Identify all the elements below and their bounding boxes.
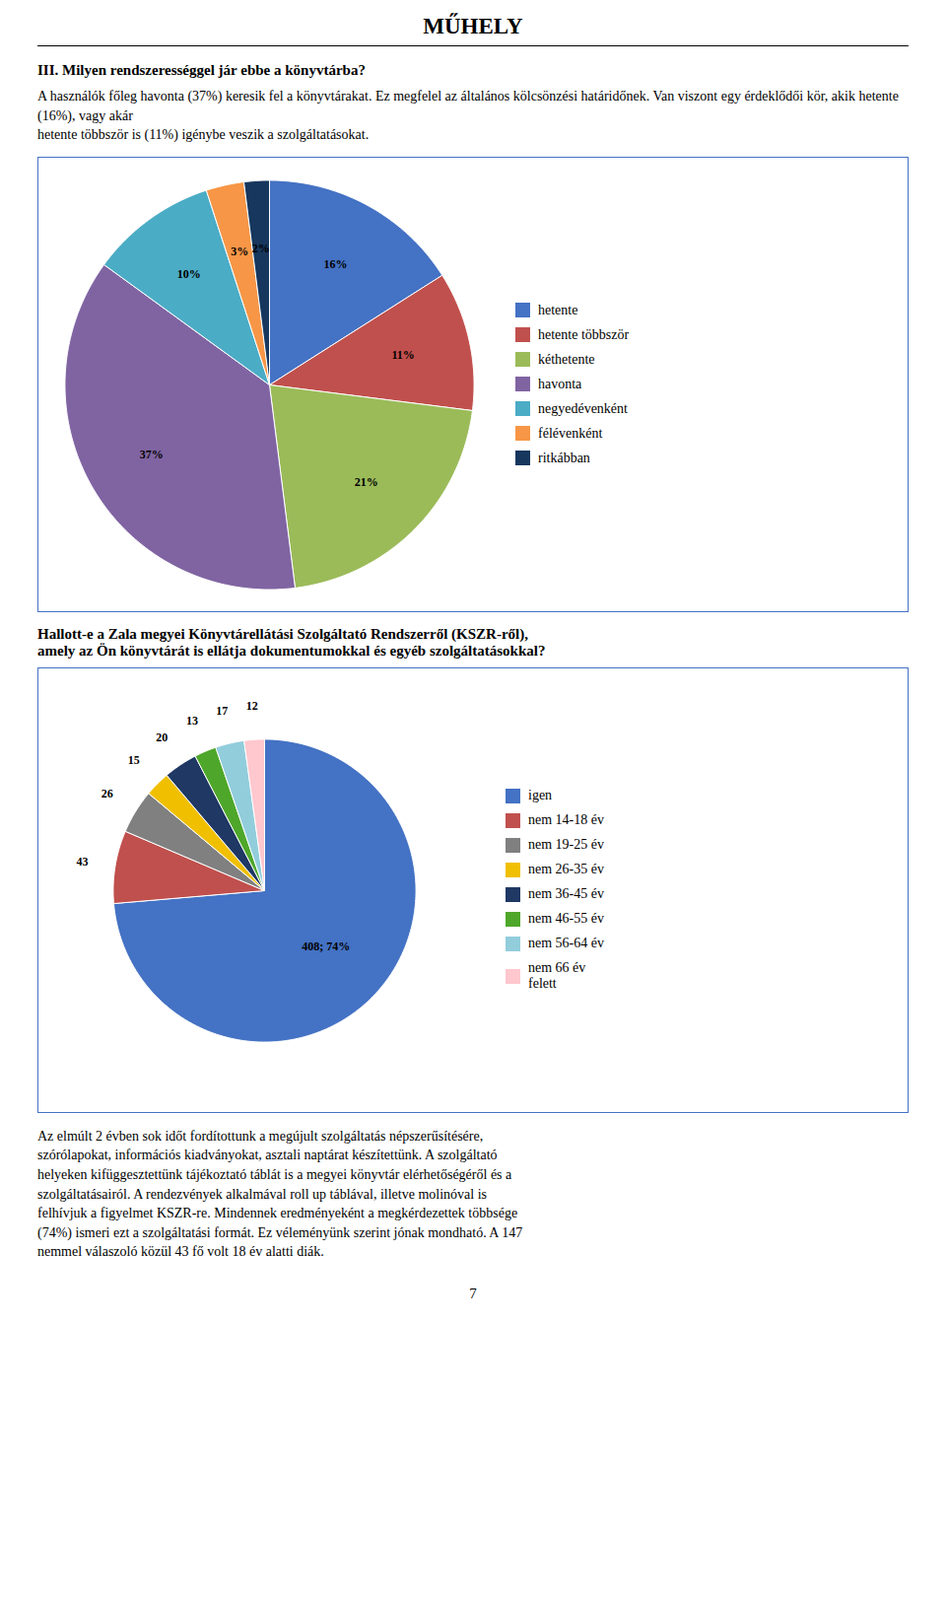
html-text:nem 36-45 év: nem 36-45 év [528,886,605,901]
html-text:kéthetente: kéthetente [538,351,595,367]
svg-text:13: 13 [186,713,199,728]
html-text:hetente többször: hetente többször [538,326,629,342]
svg-text:2%: 2% [252,240,271,255]
svg-text:12: 12 [246,698,259,713]
svg-text:408; 74%: 408; 74% [301,939,350,953]
html-text:nem 14-18 év: nem 14-18 év [528,812,605,828]
html-text:MŰHELY: MŰHELY [423,13,523,39]
svg-text:26: 26 [101,786,114,801]
html-text:nem 46-55 év: nem 46-55 év [528,910,605,926]
html-text:nem 66 év felett: nem 66 év felett [528,960,586,991]
html-text:nem 56-64 év: nem 56-64 év [528,935,605,951]
html-text:hetente: hetente [538,302,578,318]
svg-text:21%: 21% [354,473,379,488]
svg-text:37%: 37% [139,447,164,462]
html-text:Hallott-e a Zala megyei Könyvt: Hallott-e a Zala megyei Könyvtárellátási… [37,625,546,659]
html-text:nem 19-25 év: nem 19-25 év [528,836,605,852]
html-text:havonta: havonta [538,376,582,392]
html-text:negyedévenként: negyedévenként [538,400,628,416]
svg-text:11%: 11% [392,347,415,362]
html-text:7: 7 [469,1284,477,1301]
html-text:félévenként: félévenként [538,425,603,441]
html-text:ritkábban: ritkábban [538,450,591,465]
html-text:A használók főleg havonta (37%: A használók főleg havonta (37%) keresik … [37,88,899,143]
html-text:igen: igen [528,787,552,803]
html-text:Az elmúlt 2 évben sok időt for: Az elmúlt 2 évben sok időt fordítottunk … [37,1128,523,1259]
html-text:nem 26-35 év: nem 26-35 év [528,861,605,877]
html-text:III. Milyen rendszerességgel j: III. Milyen rendszerességgel jár ebbe a … [37,62,366,78]
svg-text:43: 43 [75,853,88,868]
svg-text:17: 17 [215,703,228,718]
svg-text:10%: 10% [177,267,202,281]
svg-text:16%: 16% [323,257,347,271]
svg-text:15: 15 [128,752,140,767]
svg-text:20: 20 [155,729,168,744]
svg-text:3%: 3% [230,243,249,258]
